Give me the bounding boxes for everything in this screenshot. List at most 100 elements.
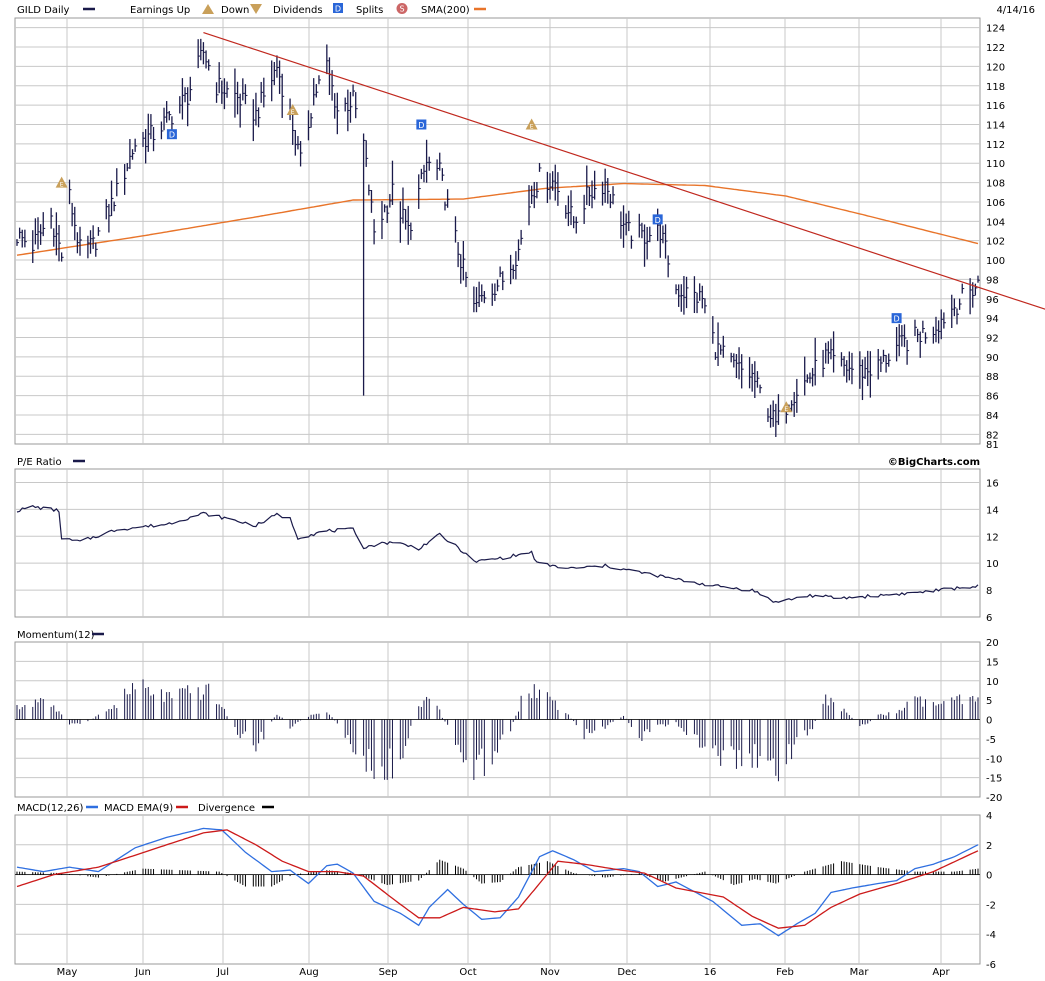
earnings-up-label: Earnings Up bbox=[130, 5, 190, 16]
macd-ema-title: MACD EMA(9) bbox=[104, 803, 173, 814]
y-tick-label: 15 bbox=[986, 657, 999, 668]
y-tick-label: 5 bbox=[986, 696, 992, 707]
dividend-marker-letter: D bbox=[894, 315, 900, 324]
x-tick-label: Nov bbox=[540, 967, 560, 978]
earnings-marker bbox=[525, 118, 538, 130]
x-tick-label: Dec bbox=[617, 967, 636, 978]
y-tick-label: -4 bbox=[986, 930, 996, 941]
earnings-marker bbox=[780, 401, 793, 413]
dividend-icon-letter: D bbox=[335, 5, 341, 14]
y-tick-label: 88 bbox=[986, 372, 999, 383]
event-markers: E D E D E D E D bbox=[55, 103, 902, 413]
dividend-marker bbox=[891, 313, 902, 324]
dividends-label: Dividends bbox=[273, 5, 323, 16]
sma-200-line bbox=[16, 182, 979, 256]
y-tick-label: 98 bbox=[986, 275, 999, 286]
macd-legend: MACD(12,26) MACD EMA(9) Divergence bbox=[17, 803, 274, 814]
y-tick-label: 116 bbox=[986, 101, 1005, 112]
earnings-marker-letter: E bbox=[291, 109, 295, 116]
earnings-up-icon bbox=[202, 4, 214, 14]
pe-grid bbox=[15, 469, 980, 617]
x-tick-label: Feb bbox=[776, 967, 794, 978]
macd-y-axis: 4 2 0 -2 -4 -6 bbox=[986, 811, 996, 971]
y-tick-label: 82 bbox=[986, 430, 999, 441]
x-tick-label: Sep bbox=[379, 967, 398, 978]
pe-line-path bbox=[16, 505, 979, 603]
macd-line bbox=[16, 827, 979, 937]
momentum-panel: 20 15 10 5 0 -5 -10 -15 -20 bbox=[14, 638, 1002, 804]
y-tick-label: -2 bbox=[986, 900, 996, 911]
y-tick-label: 94 bbox=[986, 314, 999, 325]
momentum-bars bbox=[15, 679, 980, 782]
momentum-legend: Momentum(12) bbox=[17, 630, 104, 641]
y-tick-label: 112 bbox=[986, 140, 1005, 151]
dividend-marker-letter: D bbox=[655, 216, 661, 225]
earnings-marker-letter: E bbox=[784, 406, 788, 413]
trendline-path bbox=[203, 31, 1045, 310]
y-tick-label: 122 bbox=[986, 43, 1005, 54]
y-tick-label: -20 bbox=[986, 793, 1002, 804]
sma-200-path bbox=[16, 182, 979, 256]
x-tick-label: 16 bbox=[704, 967, 717, 978]
split-icon: S bbox=[396, 3, 408, 14]
y-tick-label: -5 bbox=[986, 735, 996, 746]
y-tick-label: 10 bbox=[986, 677, 999, 688]
pe-title: P/E Ratio bbox=[17, 457, 62, 468]
momentum-y-axis: 20 15 10 5 0 -5 -10 -15 -20 bbox=[986, 638, 1002, 804]
y-tick-label: 118 bbox=[986, 82, 1005, 93]
y-tick-label: 114 bbox=[986, 121, 1005, 132]
price-y-axis: 82 84 86 88 90 92 94 96 98 100 102 104 106 108 110 112 1… bbox=[986, 24, 1005, 451]
split-icon-letter: S bbox=[399, 5, 404, 14]
price-legend: GILD Daily Earnings Up Down Dividends D … bbox=[17, 3, 1035, 16]
momentum-title: Momentum(12) bbox=[17, 630, 95, 641]
y-tick-label: 0 bbox=[986, 871, 992, 882]
y-tick-label: 10 bbox=[986, 559, 999, 570]
earnings-marker bbox=[55, 176, 68, 188]
y-tick-label: 8 bbox=[986, 586, 992, 597]
divergence-title: Divergence bbox=[198, 803, 255, 814]
x-tick-label: Jun bbox=[134, 967, 151, 978]
y-tick-label: 0 bbox=[986, 716, 992, 727]
price-grid bbox=[15, 18, 980, 444]
y-tick-label: 14 bbox=[986, 505, 999, 516]
earnings-marker bbox=[286, 103, 299, 115]
earnings-down-icon bbox=[250, 4, 262, 14]
y-tick-label: -15 bbox=[986, 774, 1002, 785]
credit-label: ©BigCharts.com bbox=[888, 457, 980, 468]
splits-label: Splits bbox=[356, 5, 383, 16]
macd-title: MACD(12,26) bbox=[17, 803, 84, 814]
y-tick-label: -10 bbox=[986, 754, 1002, 765]
divergence-bars bbox=[15, 859, 980, 887]
y-tick-label: 81 bbox=[986, 440, 999, 451]
y-tick-label: 16 bbox=[986, 478, 999, 489]
ticker-label: GILD Daily bbox=[17, 5, 70, 16]
y-tick-label: 84 bbox=[986, 411, 999, 422]
y-tick-label: 2 bbox=[986, 841, 992, 852]
earnings-down-label: Down bbox=[221, 5, 249, 16]
momentum-grid bbox=[15, 642, 980, 797]
pe-y-axis: 6 8 10 12 14 16 bbox=[986, 478, 999, 624]
y-tick-label: 106 bbox=[986, 198, 1005, 209]
pe-line bbox=[16, 505, 979, 603]
pe-frame bbox=[14, 468, 981, 618]
y-tick-label: -6 bbox=[986, 960, 996, 971]
x-tick-label: May bbox=[57, 967, 78, 978]
price-panel: E D E D E D E D 82 84 86 88 90 92 94 96 98 100 102 104 106 1… bbox=[14, 17, 1045, 451]
y-tick-label: 104 bbox=[986, 217, 1005, 228]
y-tick-label: 4 bbox=[986, 811, 992, 822]
dividend-marker-letter: D bbox=[418, 121, 424, 130]
dividend-marker bbox=[652, 214, 663, 225]
date-label: 4/14/16 bbox=[996, 5, 1035, 16]
x-tick-label: Apr bbox=[932, 967, 950, 978]
y-tick-label: 20 bbox=[986, 638, 999, 649]
y-tick-label: 124 bbox=[986, 24, 1005, 35]
dividend-marker bbox=[416, 119, 427, 130]
sma-label: SMA(200) bbox=[421, 5, 470, 16]
trendline bbox=[203, 31, 1045, 310]
price-bars bbox=[16, 38, 980, 437]
dividend-marker-letter: D bbox=[169, 131, 175, 140]
earnings-marker-letter: E bbox=[530, 124, 534, 131]
x-tick-label: Jul bbox=[216, 967, 229, 978]
x-tick-label: Mar bbox=[850, 967, 870, 978]
